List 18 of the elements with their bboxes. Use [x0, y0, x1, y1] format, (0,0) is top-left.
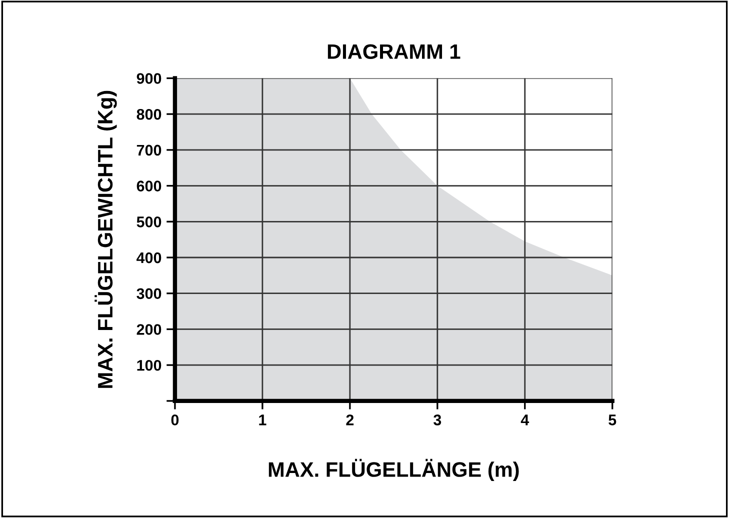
x-axis-title: MAX. FLÜGELLÄNGE (m): [268, 458, 519, 482]
y-axis-title: MAX. FLÜGELGEWICHTL (Kg): [94, 90, 117, 388]
chart-title: DIAGRAMM 1: [328, 44, 460, 59]
y-tick-label: 800: [136, 108, 162, 120]
x-tick-label: 3: [434, 414, 442, 426]
x-tick-label: 5: [608, 414, 616, 426]
x-tick-label: 2: [346, 414, 354, 426]
y-tick-label: 900: [136, 73, 162, 84]
y-tick-label: 200: [136, 324, 162, 335]
y-tick-label: 500: [136, 216, 162, 228]
y-tick-label: 700: [136, 144, 162, 156]
y-tick-label: 300: [136, 288, 162, 300]
x-tick-label: 1: [259, 414, 266, 426]
x-tick-label: 4: [520, 414, 530, 426]
y-tick-label: 400: [136, 252, 162, 264]
y-tick-label: 100: [137, 360, 162, 371]
x-tick-label: 0: [171, 414, 179, 426]
y-tick-label: 600: [136, 180, 162, 192]
